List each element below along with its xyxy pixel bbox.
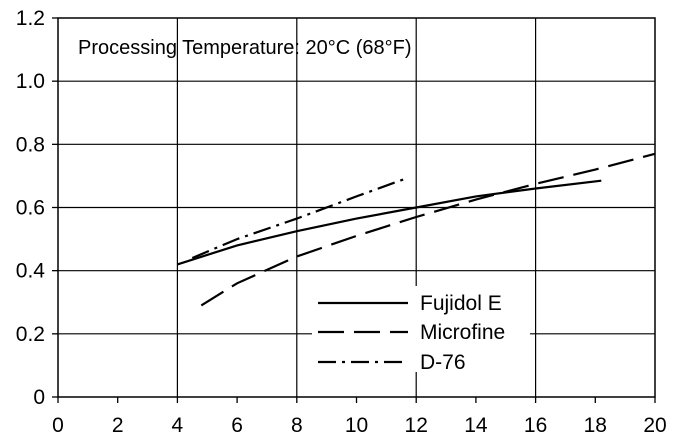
y-tick-label: 0.2: [16, 323, 45, 346]
series-group: [177, 152, 656, 307]
y-tick-label: 0.4: [16, 260, 46, 283]
legend-label: Fujidol E: [420, 292, 502, 315]
x-tick-label: 8: [291, 414, 303, 437]
x-tick-label: 18: [584, 414, 607, 437]
y-tick-label: 1.2: [16, 7, 45, 30]
x-tick-label: 20: [643, 414, 666, 437]
x-tick-label: 2: [112, 414, 124, 437]
x-tick-label: 10: [345, 414, 368, 437]
y-tick-label: 0.8: [16, 133, 45, 156]
x-tick-label: 4: [172, 414, 184, 437]
y-tick-labels: 0 0.2 0.4 0.6 0.8 1.0 1.2: [16, 7, 58, 409]
series-line-fujidol-e: [177, 179, 602, 266]
legend: Fujidol E Microfine D-76: [318, 292, 505, 374]
y-tick-label: 0: [33, 386, 45, 409]
y-tick-label: 0.6: [16, 197, 45, 220]
legend-label: Microfine: [420, 321, 505, 344]
x-tick-label: 12: [405, 414, 428, 437]
legend-label: D-76: [420, 351, 466, 374]
x-tick-label: 0: [52, 414, 64, 437]
x-tick-label: 16: [524, 414, 547, 437]
x-tick-label: 6: [231, 414, 243, 437]
y-tick-label: 1.0: [16, 70, 45, 93]
x-tick-label: 14: [464, 414, 488, 437]
legend-box: [312, 286, 530, 372]
series-line-d-76: [191, 178, 405, 260]
series-line-microfine: [200, 152, 656, 307]
x-tick-labels: 0 2 4 6 8 10 12 14 16 18 20: [52, 397, 667, 437]
chart-annotation: Processing Temperature: 20°C (68°F): [78, 37, 412, 59]
